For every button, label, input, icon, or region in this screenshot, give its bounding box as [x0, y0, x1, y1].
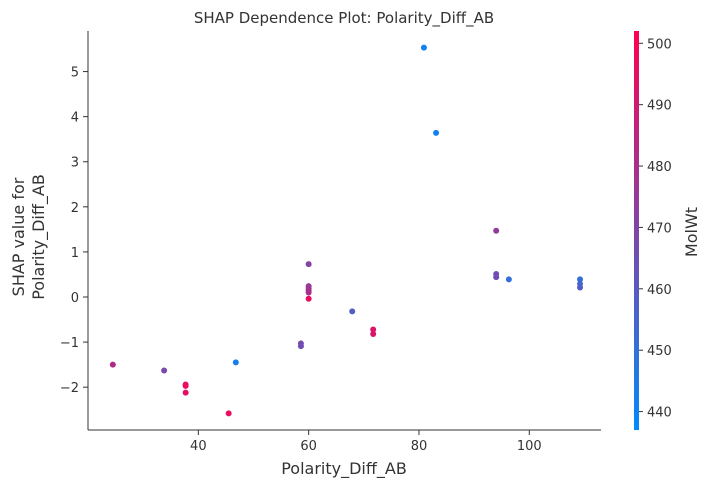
- y-tick-label: −2: [60, 381, 79, 396]
- data-point: [182, 382, 189, 389]
- colorbar-tick-label: 440: [647, 406, 672, 421]
- data-point: [370, 330, 377, 337]
- data-point: [109, 361, 116, 368]
- data-point: [182, 389, 189, 396]
- colorbar-tick-label: 450: [647, 344, 672, 359]
- colorbar-tick-label: 490: [647, 99, 672, 114]
- x-tick-label: 60: [300, 439, 317, 454]
- axes: [87, 31, 601, 431]
- colorbar-label: MolWt: [682, 207, 701, 257]
- x-ticks: 40 60 80 100: [190, 430, 542, 454]
- chart-title: SHAP Dependence Plot: Polarity_Diff_AB: [194, 9, 494, 28]
- x-tick-label: 100: [517, 439, 542, 454]
- y-tick-label: 0: [71, 291, 79, 306]
- data-point: [420, 44, 427, 51]
- y-tick-label: 4: [71, 111, 79, 126]
- data-point: [433, 129, 440, 136]
- data-points: [109, 44, 584, 417]
- data-point: [225, 410, 232, 417]
- y-tick-label: −1: [60, 336, 79, 351]
- data-point: [161, 367, 168, 374]
- y-axis-label: SHAP value for Polarity_Diff_AB: [9, 174, 49, 300]
- x-tick-label: 40: [190, 439, 207, 454]
- data-point: [493, 274, 500, 281]
- colorbar: 440 450 460 470 480 490 500 MolWt: [634, 31, 701, 430]
- colorbar-ticks: 440 450 460 470 480 490 500: [639, 37, 672, 421]
- data-point: [577, 284, 584, 291]
- data-point: [493, 227, 500, 234]
- data-point: [577, 276, 584, 283]
- colorbar-tick-label: 460: [647, 283, 672, 298]
- data-point: [305, 289, 312, 296]
- y-tick-label: 2: [71, 201, 79, 216]
- data-point: [305, 295, 312, 302]
- x-axis-label: Polarity_Diff_AB: [281, 459, 407, 479]
- x-tick-label: 80: [411, 439, 428, 454]
- y-axis-label-line-1: SHAP value for: [9, 177, 28, 296]
- data-point: [505, 276, 512, 283]
- y-axis-label-line-2: Polarity_Diff_AB: [29, 174, 49, 300]
- y-ticks: −2 −1 0 1 2 3 4 5: [60, 66, 88, 396]
- y-tick-label: 1: [71, 246, 79, 261]
- y-tick-label: 5: [71, 66, 79, 81]
- data-point: [232, 359, 239, 366]
- data-point: [349, 308, 356, 315]
- y-tick-label: 3: [71, 156, 79, 171]
- colorbar-tick-label: 500: [647, 37, 672, 52]
- colorbar-gradient: [634, 31, 639, 430]
- colorbar-tick-label: 480: [647, 160, 672, 175]
- data-point: [305, 261, 312, 268]
- data-point: [297, 343, 304, 350]
- data-point: [370, 326, 377, 333]
- colorbar-tick-label: 470: [647, 221, 672, 236]
